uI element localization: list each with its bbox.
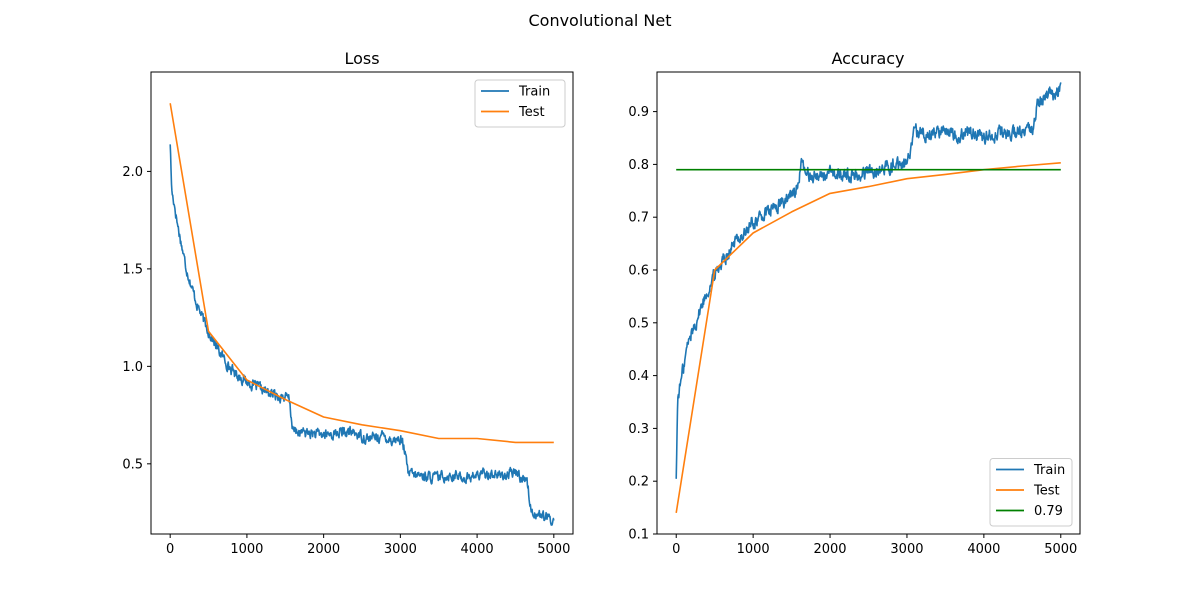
- accuracy-ytick-label: 0.3: [628, 422, 649, 437]
- loss-series-test-line: [169, 103, 554, 444]
- accuracy-legend: Train Test 0.79: [989, 458, 1073, 527]
- loss-xtick-label: 5000: [537, 542, 570, 557]
- accuracy-ytick-label: 0.4: [628, 369, 649, 384]
- loss-plot-area: 0 1000 2000 3000 4000 5000 0.5 1.0 1.5 2.0 Train Te…: [122, 71, 574, 557]
- loss-ytick-label: 2.0: [122, 165, 143, 180]
- accuracy-axes-frame: [656, 71, 1081, 535]
- loss-panel: Loss 0 1000 2000 3000 4000 5000 0.5 1.0 1.5 2.0 Tr…: [122, 49, 574, 557]
- accuracy-ytick-label: 0.5: [628, 316, 649, 331]
- accuracy-panel-title: Accuracy: [831, 49, 904, 68]
- loss-xtick-label: 3000: [384, 542, 417, 557]
- accuracy-legend-box: [989, 458, 1073, 527]
- accuracy-xtick-label: 5000: [1044, 542, 1077, 557]
- accuracy-ytick-label: 0.1: [628, 528, 649, 543]
- accuracy-legend-label-test: Test: [1033, 484, 1060, 499]
- loss-axes-frame: [150, 71, 574, 535]
- loss-legend-label-train: Train: [518, 85, 550, 100]
- accuracy-plot-area: 0 1000 2000 3000 4000 5000 0.1 0.2 0.3 0.4 0.5 0.6 0…: [628, 71, 1081, 557]
- loss-legend: Train Test: [474, 79, 566, 128]
- loss-xtick-label: 0: [166, 542, 174, 557]
- accuracy-ytick-label: 0.7: [628, 211, 649, 226]
- accuracy-xtick-label: 0: [672, 542, 680, 557]
- loss-ytick-label: 1.5: [122, 262, 143, 277]
- loss-xtick-label: 1000: [230, 542, 263, 557]
- loss-xtick-label: 4000: [461, 542, 494, 557]
- accuracy-xtick-label: 4000: [967, 542, 1000, 557]
- loss-series-train-line: [169, 144, 555, 526]
- accuracy-legend-label-train: Train: [1033, 463, 1065, 478]
- loss-ytick-label: 0.5: [122, 457, 143, 472]
- accuracy-ytick-label: 0.2: [628, 475, 649, 490]
- accuracy-ytick-label: 0.9: [628, 105, 649, 120]
- accuracy-ytick-label: 0.8: [628, 158, 649, 173]
- loss-ytick-label: 1.0: [122, 360, 143, 375]
- accuracy-series-train-line: [675, 82, 1062, 479]
- accuracy-legend-label-0-79: 0.79: [1034, 504, 1063, 519]
- accuracy-xtick-label: 1000: [737, 542, 770, 557]
- accuracy-xtick-label: 3000: [890, 542, 923, 557]
- loss-panel-title: Loss: [344, 49, 379, 68]
- accuracy-ytick-label: 0.6: [628, 264, 649, 279]
- accuracy-xtick-label: 2000: [813, 542, 846, 557]
- accuracy-panel: Accuracy 0 1000 2000 3000 4000 50000.10.20.30…: [628, 49, 1081, 557]
- loss-xtick-label: 2000: [307, 542, 340, 557]
- figure-suptitle: Convolutional Net: [528, 11, 671, 30]
- loss-legend-label-test: Test: [518, 105, 545, 120]
- accuracy-series-test-line: [675, 162, 1061, 514]
